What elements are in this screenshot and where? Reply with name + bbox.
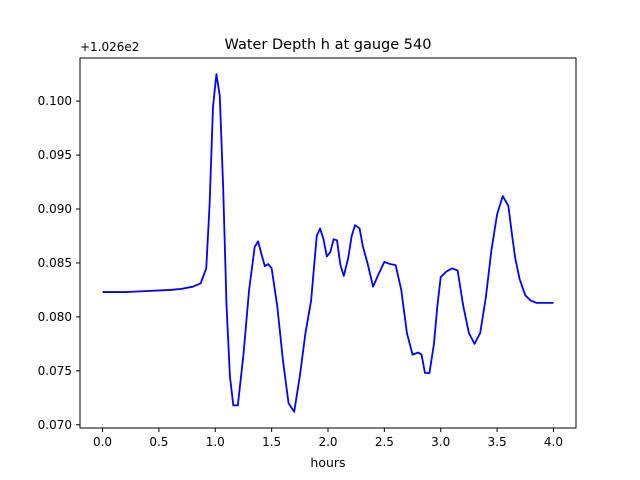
x-tick-label: 3.5 (488, 435, 507, 449)
x-axis-label: hours (310, 455, 345, 470)
x-tick-label: 0.0 (93, 435, 112, 449)
y-tick-label: 0.100 (38, 94, 72, 108)
chart-title: Water Depth h at gauge 540 (225, 37, 432, 53)
x-tick-label: 2.5 (375, 435, 394, 449)
y-tick-label: 0.075 (38, 364, 72, 378)
y-tick-label: 0.095 (38, 148, 72, 162)
x-tick-label: 3.0 (431, 435, 450, 449)
x-tick-label: 1.0 (206, 435, 225, 449)
x-axis: 0.0 0.5 1.0 1.5 2.0 2.5 3.0 3.5 4.0 (93, 428, 563, 449)
y-tick-label: 0.080 (38, 310, 72, 324)
y-axis-offset-text: +1.026e2 (80, 40, 139, 54)
x-tick-label: 2.0 (318, 435, 337, 449)
y-tick-label: 0.070 (38, 418, 72, 432)
x-tick-label: 1.5 (262, 435, 281, 449)
y-axis: 0.070 0.075 0.080 0.085 0.090 0.095 0.100 (38, 94, 80, 432)
x-tick-label: 4.0 (544, 435, 563, 449)
y-tick-label: 0.090 (38, 202, 72, 216)
series-line (102, 73, 554, 413)
x-tick-label: 0.5 (149, 435, 168, 449)
y-tick-label: 0.085 (38, 256, 72, 270)
